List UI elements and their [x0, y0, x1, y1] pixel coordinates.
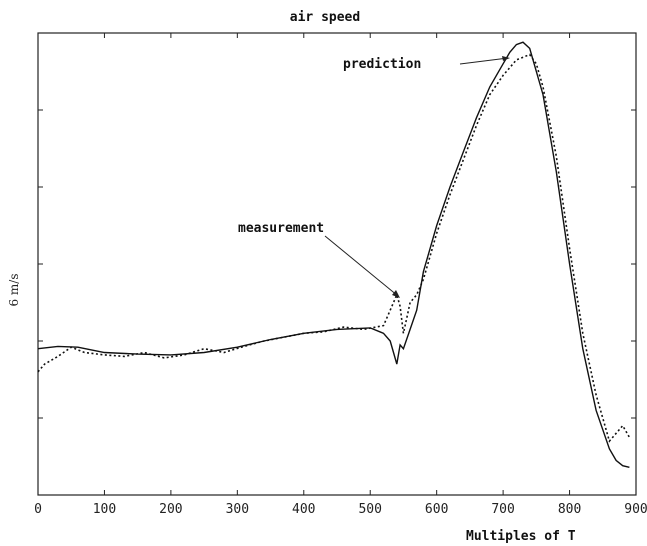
x-tick-label: 300	[226, 502, 249, 517]
annotation-measurement-label: measurement	[238, 221, 324, 236]
x-tick-label: 400	[292, 502, 315, 517]
series-line-prediction	[37, 41, 630, 468]
annotation-prediction-label: prediction	[343, 57, 421, 72]
x-tick-label: 600	[425, 502, 448, 517]
x-tick-label: 0	[34, 502, 42, 517]
x-tick-label: 100	[93, 502, 116, 517]
annotation-measurement-arrow	[324, 235, 399, 297]
series-line-measurement	[37, 53, 631, 443]
y-axis-label: 6 m/s	[7, 273, 21, 306]
annotation-prediction-arrowhead	[502, 56, 510, 61]
chart-title: air speed	[290, 10, 360, 25]
annotation-measurement-arrowhead	[392, 290, 400, 298]
annotation-group: prediction measurement	[238, 56, 510, 298]
series-group	[37, 41, 631, 468]
x-tick-label: 800	[558, 502, 581, 517]
x-tick-label: 900	[624, 502, 647, 517]
x-tick-label: 500	[358, 502, 381, 517]
x-tick-label: 200	[159, 502, 182, 517]
tick-group: 0 100 200 300 400 500 600 700 800 900	[34, 33, 647, 517]
x-axis-label: Multiples of T	[466, 529, 576, 544]
x-tick-label: 700	[491, 502, 514, 517]
annotation-prediction-arrow	[459, 57, 509, 65]
